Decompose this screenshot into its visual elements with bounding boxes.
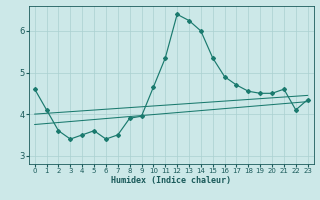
X-axis label: Humidex (Indice chaleur): Humidex (Indice chaleur) <box>111 176 231 185</box>
